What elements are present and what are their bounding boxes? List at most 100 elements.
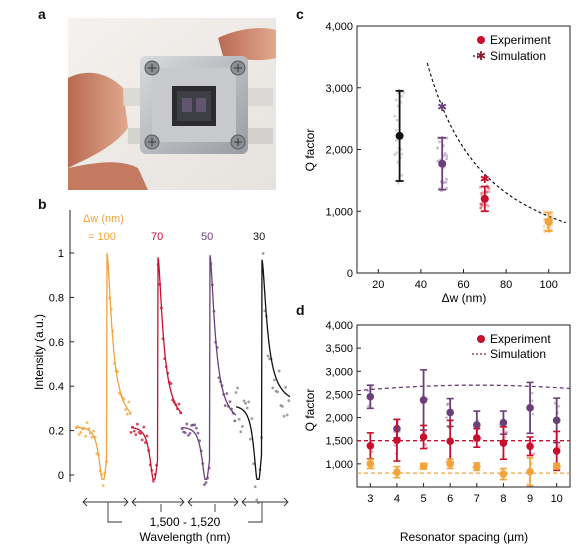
d-legend-experiment: Experiment (490, 332, 551, 346)
b-data-point (277, 369, 281, 373)
d-legend: Experiment Simulation (472, 332, 551, 361)
d-experiment-point (473, 421, 481, 429)
d-raw-point (423, 443, 427, 446)
c-raw-point (400, 152, 404, 156)
c-simulation-point: ✱ (437, 100, 447, 114)
c-raw-point (445, 157, 449, 161)
b-fit-curve (76, 252, 132, 481)
d-x-axis-label: Resonator spacing (µm) (400, 530, 528, 544)
c-y-tick-label: 4,000 (325, 21, 353, 33)
b-x-axis-label: Wavelength (nm) (140, 530, 231, 544)
b-data-point (85, 421, 89, 425)
d-y-tick-label: 1,000 (325, 459, 353, 471)
hand-left (68, 72, 128, 168)
c-raw-point (396, 181, 400, 185)
c-raw-point (396, 160, 400, 164)
c-simulation-curve (426, 62, 566, 224)
d-raw-point (557, 404, 561, 408)
b-data-point (142, 425, 146, 429)
c-raw-point (400, 173, 404, 177)
c-x-axis-label: Δw (nm) (442, 291, 487, 305)
b-data-point (266, 354, 270, 358)
c-legend: Experiment ✱ Simulation (473, 33, 551, 63)
d-raw-point (445, 416, 448, 420)
c-raw-point (444, 180, 448, 184)
c-y-tick-label: 3,000 (325, 83, 353, 95)
c-raw-point (445, 177, 449, 181)
b-data-point (132, 429, 136, 433)
b-data-point (249, 437, 252, 441)
d-experiment-point (419, 396, 428, 404)
b-data-point (125, 412, 129, 416)
b-data-point (139, 432, 143, 435)
c-raw-point (445, 154, 449, 158)
b-legend-entry: 50 (201, 231, 213, 243)
c-experiment-point (544, 217, 553, 226)
q-vs-width-chart: 0 1,000 2,000 3,000 4,000 20 40 60 80 100 Q facto… (303, 21, 571, 305)
screws (144, 60, 246, 150)
c-raw-point (394, 139, 398, 143)
c-raw-point (479, 202, 483, 206)
c-y-tick-label: 1,000 (325, 206, 353, 218)
d-experiment-point (499, 470, 508, 478)
d-experiment-point (366, 460, 375, 468)
c-legend-experiment-marker (477, 36, 485, 44)
d-raw-point (531, 412, 535, 416)
b-data-point (234, 391, 238, 394)
wavelength-range-brackets (82, 497, 289, 523)
b-data-point (195, 426, 198, 430)
b-y-tick-label: 1 (58, 248, 64, 260)
d-experiment-point (552, 447, 561, 455)
d-experiment-point (526, 467, 534, 476)
b-data-point (285, 413, 289, 417)
c-raw-point (549, 227, 553, 231)
d-raw-point (525, 482, 529, 486)
d-experiment-point (366, 442, 375, 450)
d-experiment-point (446, 437, 454, 445)
d-experiment-point (393, 468, 401, 476)
b-data-point (187, 433, 190, 437)
b-data-point (136, 422, 139, 426)
c-raw-point (393, 152, 397, 156)
d-x-tick-label: 9 (527, 493, 533, 505)
b-data-point (233, 419, 237, 423)
b-y-axis-label: Intensity (a.u.) (32, 314, 46, 390)
b-data-point (185, 422, 189, 426)
b-data-point (169, 382, 173, 385)
d-y-tick-label: 3,000 (325, 366, 353, 378)
d-y-tick-label: 1,500 (325, 436, 353, 448)
d-x-tick-label: 4 (394, 493, 400, 505)
d-raw-point (393, 443, 397, 447)
c-raw-point (487, 190, 491, 194)
c-raw-point (485, 190, 489, 194)
b-data-point (127, 400, 131, 404)
c-x-tick-label: 60 (457, 279, 469, 291)
b-data-point (101, 484, 105, 487)
d-experiment-point (499, 418, 508, 427)
panel-b-label: b (38, 196, 47, 212)
b-y-tick-label: 0.4 (49, 381, 64, 393)
d-raw-point (558, 445, 561, 448)
c-y-tick-label: 0 (347, 268, 353, 280)
d-experiment-point (552, 462, 561, 470)
b-data-point (129, 431, 133, 434)
b-legend-title: Δw (nm) (83, 213, 124, 225)
d-experiment-point (526, 442, 534, 451)
b-y-ticks: 0 0.2 0.4 0.6 0.8 1 (49, 248, 74, 482)
d-x-tick-label: 3 (367, 493, 373, 505)
d-x-tick-label: 6 (447, 493, 453, 505)
d-experiment-point (552, 416, 561, 425)
d-raw-point (532, 452, 536, 456)
c-simulation-point: ✱ (480, 172, 490, 186)
d-y-tick-label: 2,000 (325, 413, 353, 425)
c-raw-point (436, 159, 440, 163)
d-experiment-point (499, 439, 508, 447)
b-data-point (203, 483, 206, 487)
d-raw-point (366, 389, 370, 393)
b-data-point (196, 431, 200, 435)
hand-right (218, 28, 276, 61)
c-raw-point (480, 203, 484, 207)
c-y-axis-label: Q factor (303, 129, 317, 172)
d-simulation-line (356, 384, 571, 392)
c-raw-point (435, 146, 439, 150)
